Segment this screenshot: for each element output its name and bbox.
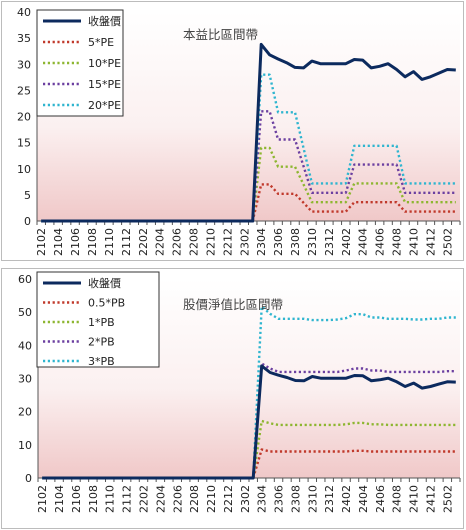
x-tick-label: 2406	[374, 485, 387, 513]
x-tick-label: 2208	[188, 485, 201, 513]
x-tick-label: 2406	[374, 228, 387, 256]
y-tick-label: 5	[24, 189, 31, 202]
legend-label: 收盤價	[88, 14, 121, 28]
x-tick-label: 2104	[53, 485, 66, 513]
legend-label: 20*PE	[88, 99, 121, 112]
pe-band-chart: 0 5 10 15 20 25 30 35 40 2102 2104 2106 2108 2110 2112…	[17, 6, 461, 256]
x-tick-label: 2106	[69, 228, 82, 256]
y-tick-label: 0	[25, 472, 32, 485]
x-tick-label: 2310	[306, 485, 319, 513]
x-tick-label: 2204	[154, 485, 167, 513]
x-tick-label: 2112	[121, 485, 134, 513]
y-tick-label: 20	[17, 111, 31, 124]
x-tick-label: 2404	[357, 485, 370, 513]
y-tick-label: 50	[18, 306, 32, 319]
x-tick-label: 2304	[255, 228, 268, 256]
pb-band-chart: 0 10 20 30 40 50 60 2102 2104 2106 2108 2110 2112 220…	[18, 271, 461, 513]
x-tick-label: 2212	[221, 228, 234, 256]
x-tick-label: 2210	[205, 485, 218, 513]
x-tick-label: 2312	[323, 228, 336, 256]
x-tick-label: 2106	[70, 485, 83, 513]
x-tick-label: 2206	[171, 485, 184, 513]
y-tick-label: 10	[17, 163, 31, 176]
y-tick-label: 30	[17, 58, 31, 71]
x-tick-label: 2502	[441, 485, 454, 513]
legend-label: 10*PE	[88, 57, 121, 70]
x-tick-label: 2410	[408, 485, 421, 513]
y-tick-label: 30	[18, 373, 32, 386]
series-line-收盤價	[42, 364, 456, 480]
legend-box	[36, 271, 160, 368]
x-tick-label: 2102	[35, 228, 48, 256]
x-tick-label: 2306	[272, 228, 285, 256]
x-tick-label: 2408	[391, 485, 404, 513]
legend-label: 3*PB	[88, 355, 115, 368]
legend-label: 收盤價	[88, 276, 121, 290]
x-tick-label: 2212	[222, 485, 235, 513]
x-tick-label: 2204	[154, 228, 167, 256]
y-tick-label: 20	[18, 406, 32, 419]
x-tick-label: 2308	[289, 485, 302, 513]
x-tick-label: 2408	[391, 228, 404, 256]
x-tick-label: 2302	[239, 485, 252, 513]
chart-panel-pe: 0 5 10 15 20 25 30 35 40 2102 2104 2106 2108 2110 2112…	[1, 1, 464, 261]
legend-label: 1*PB	[88, 316, 115, 329]
x-tick-label: 2108	[86, 228, 99, 256]
y-tick-label: 40	[18, 339, 32, 352]
legend-label: 15*PE	[88, 78, 121, 91]
y-tick-label: 35	[17, 32, 31, 45]
x-tick-label: 2304	[256, 485, 269, 513]
x-tick-label: 2210	[204, 228, 217, 256]
y-tick-label: 40	[17, 6, 31, 19]
x-tick-label: 2108	[87, 485, 100, 513]
x-tick-label: 2404	[357, 228, 370, 256]
x-tick-label: 2202	[138, 485, 151, 513]
x-tick-label: 2402	[340, 228, 353, 256]
x-tick-label: 2502	[441, 228, 454, 256]
x-tick-label: 2208	[188, 228, 201, 256]
x-tick-label: 2402	[340, 485, 353, 513]
x-tick-label: 2110	[103, 228, 116, 256]
y-tick-label: 10	[18, 439, 32, 452]
x-tick-label: 2206	[171, 228, 184, 256]
y-tick-label: 15	[17, 137, 31, 150]
chart-title: 股價淨值比區間帶	[183, 297, 283, 312]
x-tick-label: 2112	[120, 228, 133, 256]
legend-label: 0.5*PB	[88, 297, 125, 310]
series-line-收盤價	[41, 42, 456, 223]
x-tick-label: 2306	[273, 485, 286, 513]
x-tick-label: 2104	[52, 228, 65, 256]
legend-label: 5*PE	[88, 36, 114, 49]
y-tick-label: 60	[18, 273, 32, 286]
legend-label: 2*PB	[88, 336, 115, 349]
x-tick-label: 2308	[289, 228, 302, 256]
x-tick-label: 2110	[104, 485, 117, 513]
x-tick-label: 2302	[238, 228, 251, 256]
chart-panel-pb: 0 10 20 30 40 50 60 2102 2104 2106 2108 2110 2112 220…	[1, 268, 464, 529]
x-tick-label: 2202	[137, 228, 150, 256]
x-tick-label: 2412	[424, 228, 437, 256]
chart-title: 本益比區間帶	[183, 27, 258, 42]
legend-box	[36, 9, 124, 117]
y-tick-label: 0	[24, 215, 31, 228]
x-tick-label: 2102	[36, 485, 49, 513]
x-tick-label: 2310	[306, 228, 319, 256]
x-tick-label: 2412	[424, 485, 437, 513]
x-tick-label: 2312	[323, 485, 336, 513]
y-tick-label: 25	[17, 84, 31, 97]
x-tick-label: 2410	[407, 228, 420, 256]
